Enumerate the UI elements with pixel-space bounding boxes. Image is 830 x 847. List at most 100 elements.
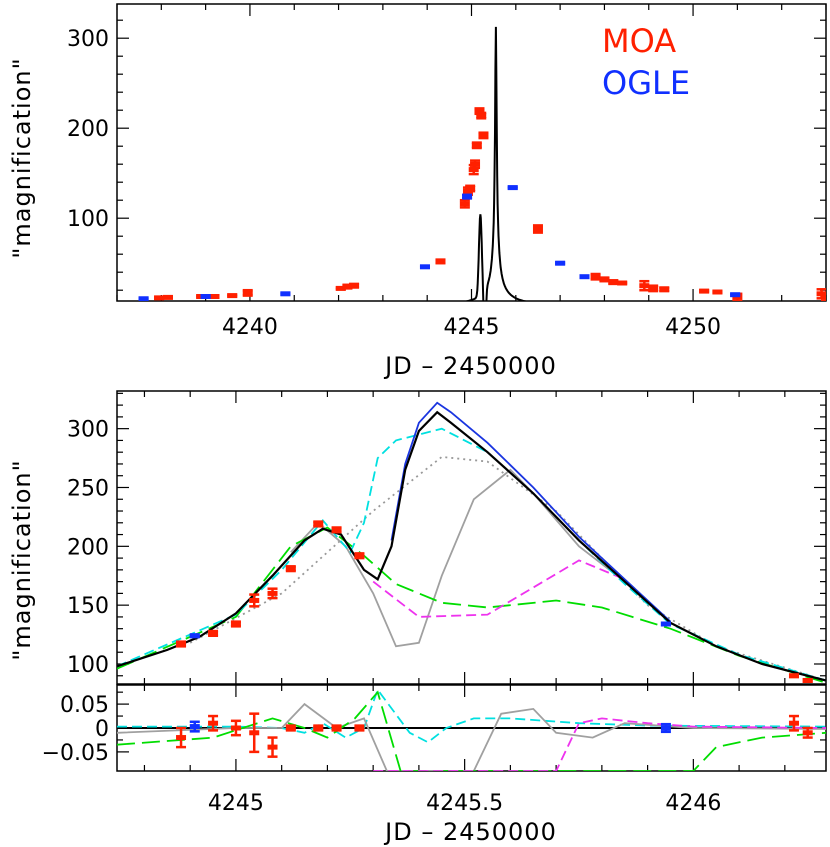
residual-panel: 4245 4245.5 4246 0.050−0.05 JD – 2450000 bbox=[42, 684, 827, 846]
res-moa-point bbox=[802, 726, 813, 739]
res-moa-point bbox=[788, 714, 799, 732]
res-x-tick-label: 4245 bbox=[208, 791, 264, 816]
zoom-model-magenta-dashed bbox=[372, 559, 626, 618]
res-ogle-point bbox=[189, 720, 200, 733]
zoom-model-gray-solid bbox=[290, 468, 626, 648]
top-panel: 4240 4245 4250 100 200 300 MOA OGLE JD – 2450… bbox=[8, 3, 827, 380]
moa-point bbox=[478, 131, 489, 140]
residual-panel-ticks: 4245 4245.5 4246 0.050−0.05 bbox=[42, 685, 826, 816]
res-moa-point bbox=[267, 736, 278, 758]
ogle-point bbox=[730, 292, 741, 298]
res-moa-point bbox=[285, 724, 296, 732]
zoom-model-cyan-dashed bbox=[117, 427, 826, 682]
res-x-tick-label: 4246 bbox=[665, 791, 721, 816]
bottom-x-axis-label: JD – 2450000 bbox=[383, 818, 557, 846]
res-ogle-point bbox=[660, 722, 671, 734]
zoom-panel: 100 150 200 250 300 "magnification" bbox=[8, 390, 827, 685]
zoom-y-tick-label: 150 bbox=[67, 594, 109, 619]
moa-point bbox=[659, 286, 670, 293]
moa-point bbox=[476, 111, 487, 120]
res-model-green bbox=[117, 690, 826, 771]
moa-point bbox=[349, 282, 360, 289]
zoom-moa-point bbox=[176, 640, 187, 648]
res-moa-point bbox=[208, 714, 219, 732]
moa-point bbox=[699, 288, 710, 294]
residual-panel-data-points bbox=[176, 712, 813, 758]
moa-point bbox=[648, 284, 659, 293]
res-moa-point bbox=[354, 724, 365, 732]
moa-point bbox=[617, 280, 628, 286]
zoom-moa-point bbox=[313, 520, 324, 528]
moa-point bbox=[471, 141, 482, 150]
top-y-tick-label: 100 bbox=[67, 207, 109, 232]
zoom-moa-point bbox=[208, 629, 219, 638]
ogle-point bbox=[138, 296, 149, 301]
zoom-moa-point bbox=[267, 587, 278, 600]
moa-point bbox=[459, 198, 470, 209]
top-y-axis-label: "magnification" bbox=[8, 57, 36, 258]
zoom-model-gray-dotted bbox=[189, 455, 826, 682]
zoom-ogle-point bbox=[660, 621, 671, 627]
moa-point bbox=[227, 293, 238, 299]
res-moa-point bbox=[176, 726, 187, 749]
top-panel-frame bbox=[116, 3, 827, 302]
zoom-model-green-long-dashed bbox=[117, 526, 826, 684]
res-model-gray bbox=[117, 702, 826, 771]
res-moa-point bbox=[331, 724, 342, 732]
top-x-tick-label: 4245 bbox=[444, 315, 500, 340]
moa-point bbox=[639, 279, 650, 292]
ogle-point bbox=[555, 260, 566, 266]
zoom-ogle-point bbox=[189, 633, 200, 639]
ogle-point bbox=[419, 264, 430, 270]
res-y-tick-label: −0.05 bbox=[42, 741, 109, 766]
moa-point bbox=[590, 272, 601, 281]
zoom-moa-point bbox=[331, 526, 342, 534]
zoom-y-tick-label: 100 bbox=[67, 653, 109, 678]
zoom-panel-model-curves bbox=[117, 401, 826, 684]
legend-ogle: OGLE bbox=[602, 64, 690, 102]
moa-point bbox=[154, 295, 165, 301]
moa-point bbox=[435, 258, 446, 265]
top-panel-data-points bbox=[138, 107, 826, 301]
res-model-cyan bbox=[117, 687, 826, 744]
top-panel-ticks: 4240 4245 4250 100 200 300 bbox=[67, 4, 827, 340]
top-x-tick-label: 4240 bbox=[222, 315, 278, 340]
moa-point bbox=[821, 292, 826, 301]
zoom-model-black-solid bbox=[117, 410, 826, 682]
moa-point bbox=[242, 288, 253, 297]
res-model-magenta bbox=[373, 717, 826, 771]
legend-moa: MOA bbox=[602, 22, 676, 60]
zoom-panel-data-points bbox=[176, 520, 813, 683]
moa-point bbox=[532, 224, 543, 234]
top-panel-model-curve bbox=[463, 26, 529, 301]
zoom-moa-point bbox=[788, 673, 799, 679]
zoom-panel-frame bbox=[116, 390, 827, 685]
moa-point bbox=[470, 159, 481, 170]
top-x-axis-label: JD – 2450000 bbox=[383, 352, 557, 380]
res-moa-point bbox=[313, 724, 324, 732]
zoom-moa-point bbox=[249, 593, 260, 608]
moa-point bbox=[162, 294, 173, 300]
moa-point bbox=[712, 289, 723, 295]
res-moa-point bbox=[230, 719, 241, 737]
top-model-curve bbox=[463, 26, 529, 301]
ogle-point bbox=[200, 294, 211, 299]
top-x-tick-label: 4250 bbox=[665, 315, 721, 340]
zoom-moa-point bbox=[285, 565, 296, 573]
residual-panel-model-curves bbox=[117, 687, 826, 771]
res-y-tick-label: 0.05 bbox=[60, 693, 109, 718]
zoom-moa-point bbox=[354, 552, 365, 560]
res-moa-point bbox=[249, 712, 260, 754]
ogle-point bbox=[462, 193, 473, 200]
res-x-tick-label: 4245.5 bbox=[426, 791, 503, 816]
zoom-y-tick-label: 250 bbox=[67, 476, 109, 501]
zoom-y-tick-label: 200 bbox=[67, 535, 109, 560]
zoom-moa-point bbox=[802, 677, 813, 683]
zoom-y-axis-label: "magnification" bbox=[8, 459, 36, 660]
top-y-tick-label: 200 bbox=[67, 117, 109, 142]
moa-point bbox=[209, 294, 220, 299]
ogle-point bbox=[280, 291, 291, 297]
ogle-point bbox=[507, 185, 518, 191]
zoom-model-blue-solid bbox=[390, 401, 672, 623]
